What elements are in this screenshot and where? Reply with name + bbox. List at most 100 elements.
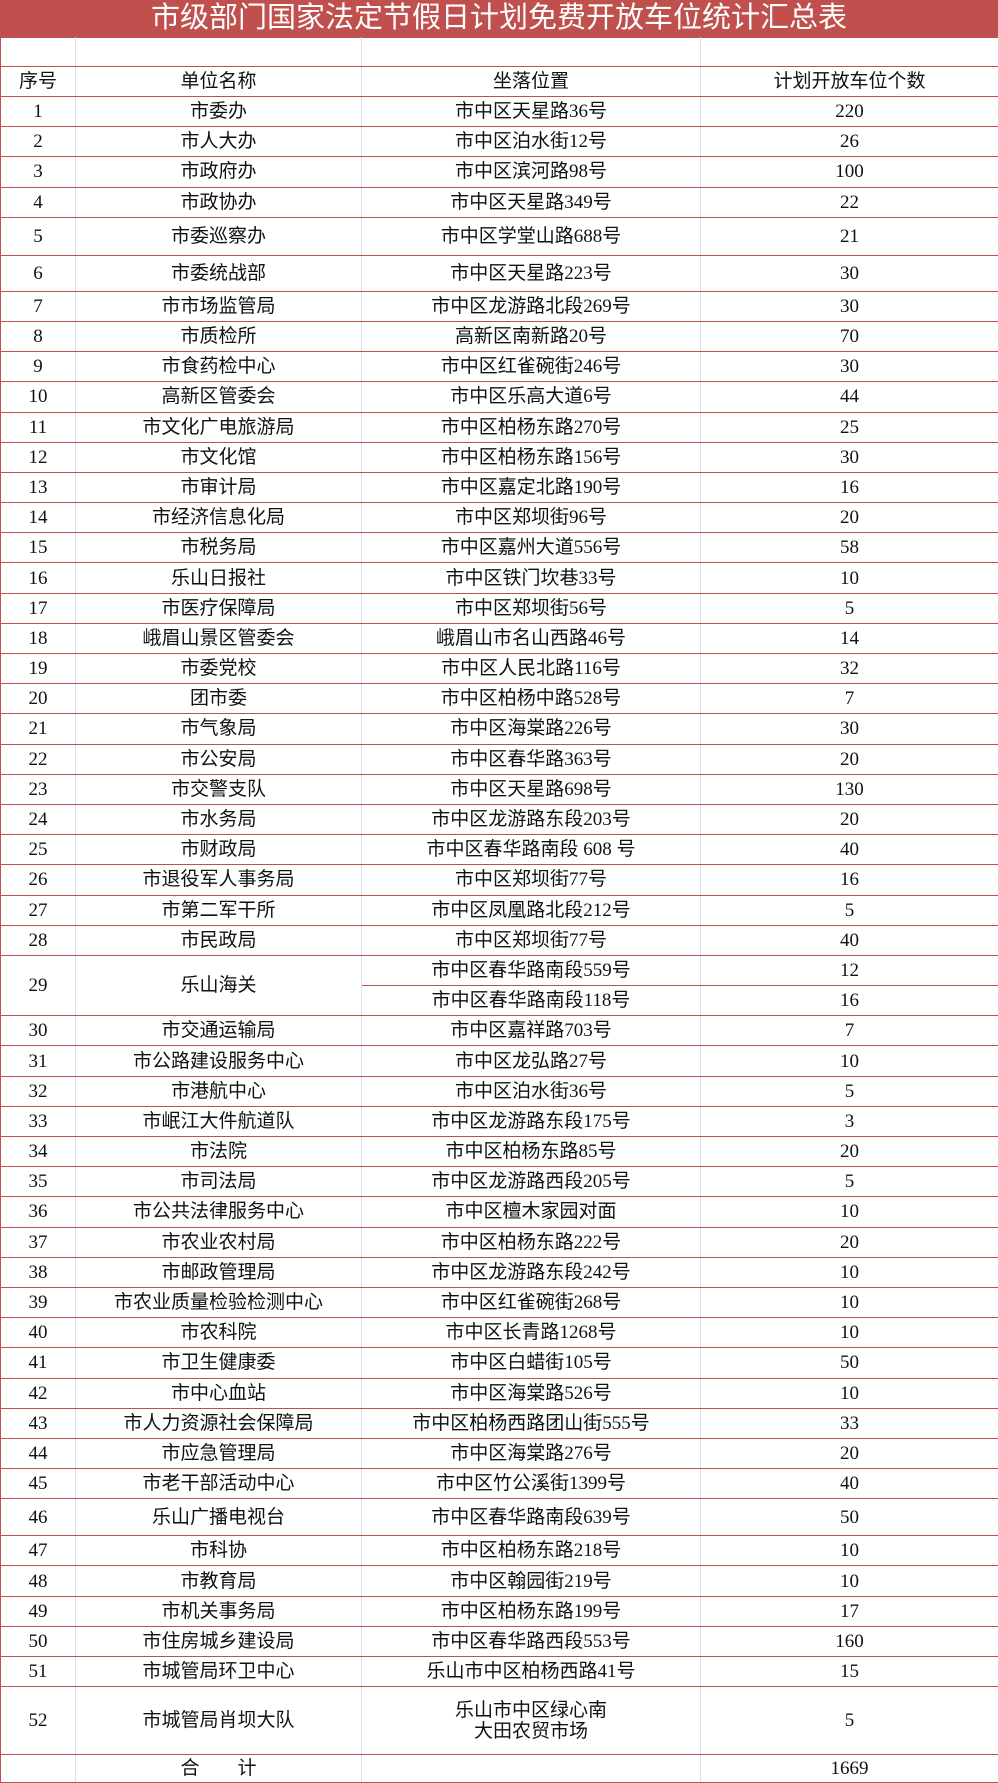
unit-name: 市审计局 xyxy=(76,472,362,502)
location-address: 市中区学堂山路688号 xyxy=(362,217,701,255)
parking-count: 30 xyxy=(701,255,998,291)
location-address: 市中区滨河路98号 xyxy=(362,157,701,187)
unit-name: 市公安局 xyxy=(76,744,362,774)
row-number: 48 xyxy=(1,1566,76,1596)
unit-name: 市卫生健康委 xyxy=(76,1348,362,1378)
column-header-no: 序号 xyxy=(1,67,76,97)
location-address: 市中区龙游路东段203号 xyxy=(362,804,701,834)
location-address: 市中区春华路西段553号 xyxy=(362,1626,701,1656)
parking-count: 15 xyxy=(701,1657,998,1687)
parking-count: 220 xyxy=(701,97,998,127)
location-address: 市中区铁门坎巷33号 xyxy=(362,563,701,593)
location-address: 市中区龙游路西段205号 xyxy=(362,1167,701,1197)
unit-name: 市应急管理局 xyxy=(76,1438,362,1468)
row-number: 16 xyxy=(1,563,76,593)
unit-name: 市委巡察办 xyxy=(76,217,362,255)
parking-count: 44 xyxy=(701,382,998,412)
unit-name: 乐山广播电视台 xyxy=(76,1499,362,1536)
parking-count: 25 xyxy=(701,412,998,442)
parking-count: 16 xyxy=(701,986,998,1016)
unit-name: 市农业农村局 xyxy=(76,1227,362,1257)
unit-name: 团市委 xyxy=(76,684,362,714)
location-address: 市中区柏杨东路270号 xyxy=(362,412,701,442)
location-address: 市中区翰园街219号 xyxy=(362,1566,701,1596)
table-title: 市级部门国家法定节假日计划免费开放车位统计汇总表 xyxy=(0,0,998,37)
unit-name: 乐山海关 xyxy=(76,955,362,1015)
unit-name: 乐山日报社 xyxy=(76,563,362,593)
unit-name: 市文化馆 xyxy=(76,442,362,472)
location-address: 市中区柏杨东路199号 xyxy=(362,1596,701,1626)
row-number: 5 xyxy=(1,217,76,255)
row-number: 52 xyxy=(1,1687,76,1755)
column-header-unit: 单位名称 xyxy=(76,67,362,97)
unit-name: 市法院 xyxy=(76,1137,362,1167)
unit-name: 市教育局 xyxy=(76,1566,362,1596)
parking-count: 17 xyxy=(701,1596,998,1626)
parking-count: 20 xyxy=(701,804,998,834)
location-address: 市中区红雀碗街246号 xyxy=(362,352,701,382)
parking-count: 12 xyxy=(701,955,998,985)
unit-name: 市岷江大件航道队 xyxy=(76,1106,362,1136)
location-address: 乐山市中区绿心南 大田农贸市场 xyxy=(362,1687,701,1755)
unit-name: 市公共法律服务中心 xyxy=(76,1197,362,1227)
parking-count: 10 xyxy=(701,1197,998,1227)
unit-name: 市农业质量检验检测中心 xyxy=(76,1287,362,1317)
parking-count: 50 xyxy=(701,1348,998,1378)
parking-count: 5 xyxy=(701,593,998,623)
parking-count: 50 xyxy=(701,1499,998,1536)
row-number: 24 xyxy=(1,804,76,834)
location-address: 市中区春华路南段559号 xyxy=(362,955,701,985)
location-address: 市中区白蜡街105号 xyxy=(362,1348,701,1378)
location-address: 市中区春华路南段118号 xyxy=(362,986,701,1016)
unit-name: 市人力资源社会保障局 xyxy=(76,1408,362,1438)
row-number: 14 xyxy=(1,503,76,533)
row-number: 44 xyxy=(1,1438,76,1468)
location-address: 市中区嘉定北路190号 xyxy=(362,472,701,502)
parking-count: 30 xyxy=(701,352,998,382)
location-address: 市中区竹公溪街1399号 xyxy=(362,1469,701,1499)
unit-name: 市城管局肖坝大队 xyxy=(76,1687,362,1755)
location-address: 市中区红雀碗街268号 xyxy=(362,1287,701,1317)
parking-count: 5 xyxy=(701,1167,998,1197)
row-number: 1 xyxy=(1,97,76,127)
row-number: 4 xyxy=(1,187,76,217)
location-address: 市中区乐高大道6号 xyxy=(362,382,701,412)
row-number: 31 xyxy=(1,1046,76,1076)
parking-count: 30 xyxy=(701,714,998,744)
unit-name: 市财政局 xyxy=(76,835,362,865)
location-address: 市中区郑坝街56号 xyxy=(362,593,701,623)
location-address: 市中区凤凰路北段212号 xyxy=(362,895,701,925)
unit-name: 市交通运输局 xyxy=(76,1016,362,1046)
row-number: 37 xyxy=(1,1227,76,1257)
parking-count: 10 xyxy=(701,1318,998,1348)
location-address: 市中区人民北路116号 xyxy=(362,654,701,684)
unit-name: 高新区管委会 xyxy=(76,382,362,412)
parking-count: 3 xyxy=(701,1106,998,1136)
row-number: 33 xyxy=(1,1106,76,1136)
row-number: 36 xyxy=(1,1197,76,1227)
row-number: 12 xyxy=(1,442,76,472)
row-number: 32 xyxy=(1,1076,76,1106)
location-address: 市中区龙游路东段242号 xyxy=(362,1257,701,1287)
unit-name: 市民政局 xyxy=(76,925,362,955)
unit-name: 市委党校 xyxy=(76,654,362,684)
row-number: 43 xyxy=(1,1408,76,1438)
parking-count: 21 xyxy=(701,217,998,255)
